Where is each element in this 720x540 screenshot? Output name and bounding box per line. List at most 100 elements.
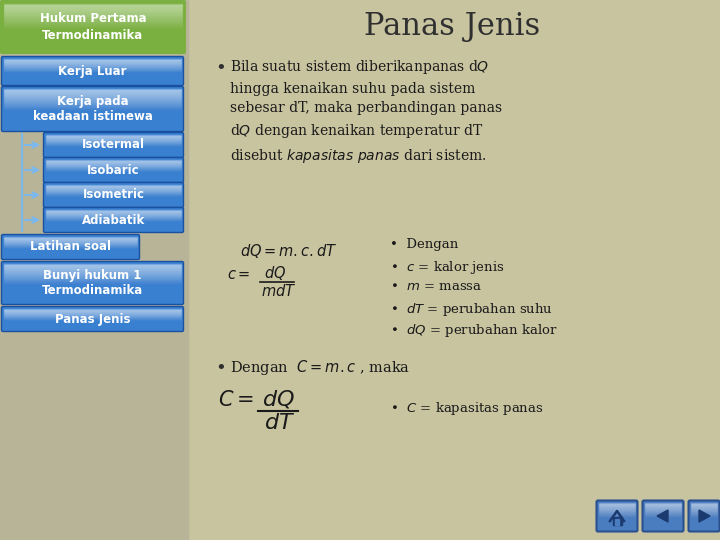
Bar bbox=[4, 89, 181, 90]
Bar bbox=[4, 64, 181, 65]
Bar bbox=[691, 510, 717, 511]
Bar bbox=[691, 512, 717, 513]
Bar bbox=[599, 513, 635, 514]
Bar bbox=[46, 219, 181, 220]
Bar bbox=[4, 275, 181, 276]
Bar bbox=[46, 188, 181, 189]
Bar bbox=[4, 6, 182, 7]
Bar bbox=[4, 279, 181, 280]
Bar bbox=[46, 195, 181, 196]
FancyBboxPatch shape bbox=[688, 501, 719, 531]
Bar bbox=[691, 516, 717, 517]
Bar bbox=[599, 516, 635, 517]
Bar bbox=[46, 140, 181, 141]
Bar bbox=[4, 23, 182, 24]
Bar bbox=[4, 68, 181, 69]
Bar bbox=[4, 91, 181, 92]
Bar bbox=[46, 139, 181, 140]
Text: $dQ$: $dQ$ bbox=[262, 388, 294, 410]
Bar bbox=[4, 109, 181, 110]
Bar bbox=[4, 26, 182, 27]
Bar bbox=[4, 5, 182, 6]
Bar bbox=[4, 241, 137, 242]
Bar bbox=[46, 217, 181, 218]
Text: Bila suatu sistem diberikanpanas d$Q$
hingga kenaikan suhu pada sistem
sebesar d: Bila suatu sistem diberikanpanas d$Q$ hi… bbox=[230, 58, 502, 165]
Bar bbox=[599, 511, 635, 512]
Bar bbox=[4, 104, 181, 105]
Bar bbox=[46, 160, 181, 161]
Bar bbox=[4, 62, 181, 63]
Bar bbox=[599, 509, 635, 510]
Text: $dT$: $dT$ bbox=[264, 412, 295, 434]
Bar bbox=[4, 67, 181, 68]
Bar bbox=[46, 212, 181, 213]
Bar bbox=[46, 187, 181, 188]
Bar bbox=[691, 515, 717, 516]
Bar bbox=[46, 144, 181, 145]
Polygon shape bbox=[657, 510, 668, 522]
Bar bbox=[46, 185, 181, 186]
Bar bbox=[46, 193, 181, 194]
Text: Hukum Pertama
Termodinamika: Hukum Pertama Termodinamika bbox=[40, 12, 146, 42]
Text: Isotermal: Isotermal bbox=[82, 138, 145, 152]
Bar bbox=[46, 220, 181, 221]
Bar bbox=[645, 504, 681, 505]
Bar bbox=[4, 20, 182, 21]
Bar bbox=[4, 270, 181, 271]
Bar bbox=[691, 503, 717, 504]
Text: Panas Jenis: Panas Jenis bbox=[55, 313, 130, 326]
Text: •  Dengan: • Dengan bbox=[390, 238, 458, 251]
Bar bbox=[46, 215, 181, 216]
Bar bbox=[4, 272, 181, 273]
Bar bbox=[4, 90, 181, 91]
Bar bbox=[4, 103, 181, 104]
Text: •  $m$ = massa: • $m$ = massa bbox=[390, 280, 482, 293]
Text: Kerja Luar: Kerja Luar bbox=[58, 64, 127, 78]
Bar bbox=[4, 309, 181, 310]
Bar bbox=[4, 94, 181, 95]
Bar bbox=[46, 189, 181, 190]
Bar bbox=[46, 143, 181, 144]
Bar bbox=[4, 244, 137, 245]
Bar bbox=[4, 102, 181, 103]
Bar bbox=[4, 318, 181, 319]
Bar bbox=[691, 507, 717, 508]
Bar bbox=[599, 503, 635, 504]
Bar bbox=[4, 11, 182, 12]
Bar bbox=[4, 319, 181, 320]
Bar bbox=[4, 269, 181, 270]
Bar bbox=[4, 310, 181, 311]
Bar bbox=[4, 238, 137, 239]
FancyBboxPatch shape bbox=[43, 183, 184, 207]
Bar bbox=[46, 213, 181, 214]
Bar bbox=[599, 510, 635, 511]
FancyBboxPatch shape bbox=[642, 501, 683, 531]
Bar bbox=[4, 101, 181, 102]
Bar bbox=[4, 66, 181, 67]
Bar bbox=[4, 28, 182, 29]
FancyBboxPatch shape bbox=[43, 207, 184, 233]
Bar bbox=[4, 13, 182, 14]
Bar bbox=[645, 515, 681, 516]
Bar bbox=[4, 316, 181, 317]
Text: Isometric: Isometric bbox=[83, 188, 145, 201]
Bar bbox=[46, 165, 181, 166]
Bar bbox=[691, 511, 717, 512]
Bar bbox=[4, 106, 181, 107]
Text: Dengan  $C = m.c$ , maka: Dengan $C = m.c$ , maka bbox=[230, 358, 410, 377]
Bar bbox=[46, 191, 181, 192]
Bar bbox=[46, 138, 181, 139]
Bar bbox=[645, 513, 681, 514]
Bar bbox=[599, 507, 635, 508]
Bar bbox=[4, 312, 181, 313]
Bar bbox=[645, 516, 681, 517]
Bar bbox=[4, 280, 181, 281]
Bar bbox=[4, 4, 182, 5]
Bar bbox=[4, 9, 182, 10]
Bar bbox=[46, 141, 181, 142]
Bar bbox=[46, 211, 181, 212]
FancyBboxPatch shape bbox=[43, 132, 184, 158]
Bar bbox=[4, 282, 181, 283]
Bar bbox=[691, 508, 717, 509]
Bar bbox=[4, 237, 137, 238]
